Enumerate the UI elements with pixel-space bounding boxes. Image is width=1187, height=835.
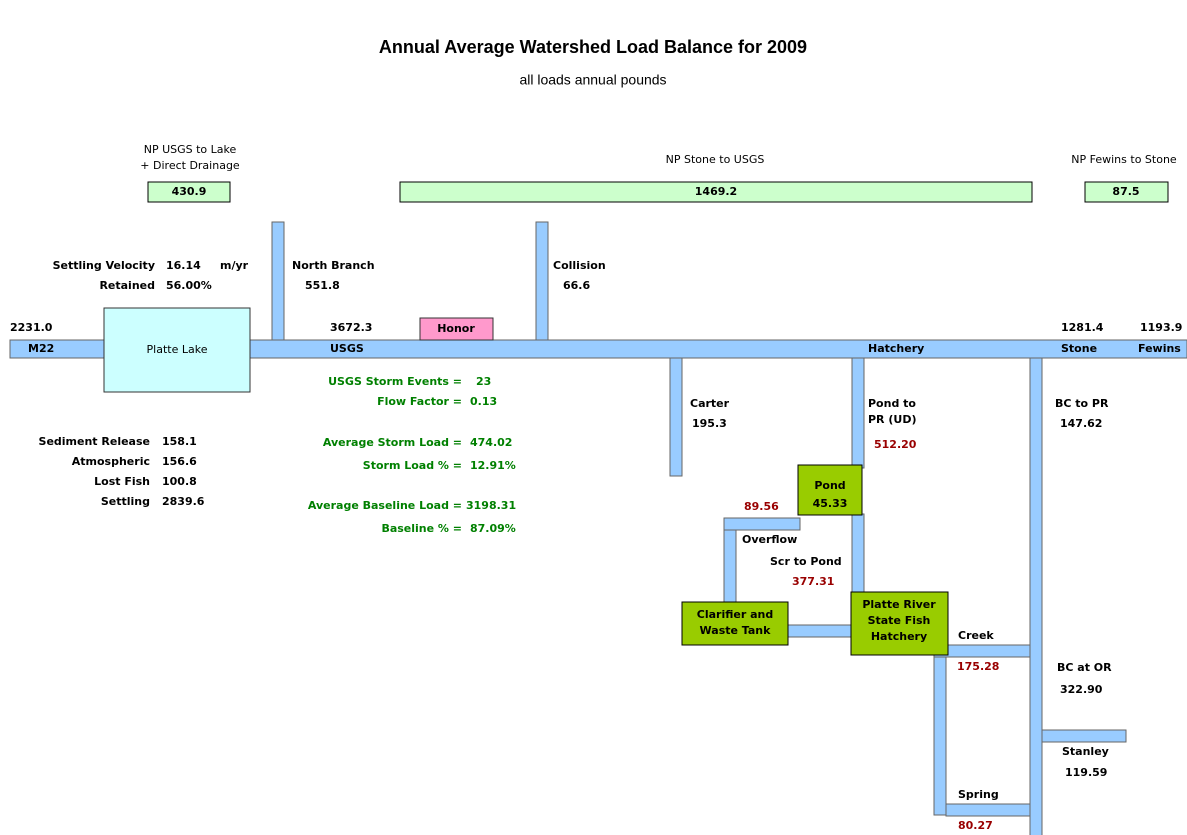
label: North Branch (292, 259, 375, 272)
lake (103, 307, 251, 393)
station: Stone (1061, 342, 1097, 355)
label: Clarifier and (697, 608, 773, 621)
label: Pond to (868, 397, 916, 410)
label: Atmospheric (72, 455, 150, 468)
pond-box (797, 464, 863, 516)
label: Settling (101, 495, 150, 508)
honor-box (419, 317, 494, 341)
lake-label: Platte Lake (147, 343, 208, 356)
pipe (1029, 355, 1043, 835)
pipe (787, 624, 853, 638)
value: 156.6 (162, 455, 197, 468)
pipe (945, 803, 1031, 817)
label: BC to PR (1055, 397, 1109, 410)
value: 100.8 (162, 475, 197, 488)
value: 430.9 (172, 185, 207, 198)
label: NP Fewins to Stone (1071, 153, 1177, 166)
label: Carter (690, 397, 730, 410)
pipes (9, 221, 1187, 835)
label: Flow Factor = (377, 395, 462, 408)
hatchery-box (850, 591, 949, 656)
label: Average Storm Load = (323, 436, 462, 449)
title: Annual Average Watershed Load Balance fo… (379, 37, 807, 57)
subtitle: all loads annual pounds (519, 72, 666, 88)
value: 89.56 (744, 500, 779, 513)
label: Spring (958, 788, 999, 801)
value: 512.20 (874, 438, 917, 451)
label: USGS Storm Events = (328, 375, 462, 388)
value: 80.27 (958, 819, 993, 832)
clarifier-box (681, 601, 789, 646)
value: 3672.3 (330, 321, 372, 334)
value: 474.02 (470, 436, 512, 449)
label: Sediment Release (39, 435, 150, 448)
label: Hatchery (871, 630, 927, 643)
label: Average Baseline Load = (308, 499, 462, 512)
label: Baseline % = (381, 522, 462, 535)
label: Stanley (1062, 745, 1109, 758)
value: 322.90 (1060, 683, 1103, 696)
label: Overflow (742, 533, 797, 546)
label: NP USGS to Lake (144, 143, 237, 156)
label: PR (UD) (868, 413, 916, 426)
label: Scr to Pond (770, 555, 842, 568)
main-stem (9, 339, 1187, 359)
value: 2231.0 (10, 321, 53, 334)
label: Retained (99, 279, 155, 292)
value: 3198.31 (466, 499, 516, 512)
value: 551.8 (305, 279, 340, 292)
label: Platte River (862, 598, 936, 611)
value: 23 (476, 375, 491, 388)
value: 16.14 (166, 259, 201, 272)
station: Fewins (1138, 342, 1181, 355)
unit: m/yr (220, 259, 249, 272)
label: Creek (958, 629, 994, 642)
pipe (271, 221, 285, 343)
label: State Fish (868, 614, 931, 627)
label: Collision (553, 259, 606, 272)
pipe (535, 221, 549, 343)
load-box (147, 181, 231, 203)
pipe (723, 517, 801, 531)
value: 195.3 (692, 417, 727, 430)
value: 12.91% (470, 459, 516, 472)
value: 56.00% (166, 279, 212, 292)
value: 66.6 (563, 279, 590, 292)
label: Settling Velocity (53, 259, 155, 272)
label: Storm Load % = (363, 459, 462, 472)
value: 1469.2 (695, 185, 737, 198)
value: 2839.6 (162, 495, 205, 508)
label: Honor (437, 322, 475, 335)
load-box (1084, 181, 1169, 203)
station: M22 (28, 342, 54, 355)
value: 147.62 (1060, 417, 1102, 430)
label: Pond (814, 479, 845, 492)
pipe (1041, 729, 1127, 743)
label: Waste Tank (700, 624, 772, 637)
value: 175.28 (957, 660, 999, 673)
pipe (669, 355, 683, 477)
value: 45.33 (813, 497, 848, 510)
value: 1193.9 (1140, 321, 1182, 334)
pipe (851, 513, 865, 595)
label: Lost Fish (94, 475, 150, 488)
value: 87.5 (1112, 185, 1139, 198)
station: Hatchery (868, 342, 924, 355)
value: 158.1 (162, 435, 197, 448)
value: 1281.4 (1061, 321, 1104, 334)
pipe (933, 656, 947, 816)
station: USGS (330, 342, 364, 355)
value: 0.13 (470, 395, 497, 408)
value: 87.09% (470, 522, 516, 535)
value: 377.31 (792, 575, 834, 588)
pipe (851, 355, 865, 469)
pipe (723, 529, 737, 605)
label: + Direct Drainage (140, 159, 240, 172)
load-box (399, 181, 1033, 203)
label: NP Stone to USGS (666, 153, 765, 166)
label: BC at OR (1057, 661, 1112, 674)
value: 119.59 (1065, 766, 1107, 779)
